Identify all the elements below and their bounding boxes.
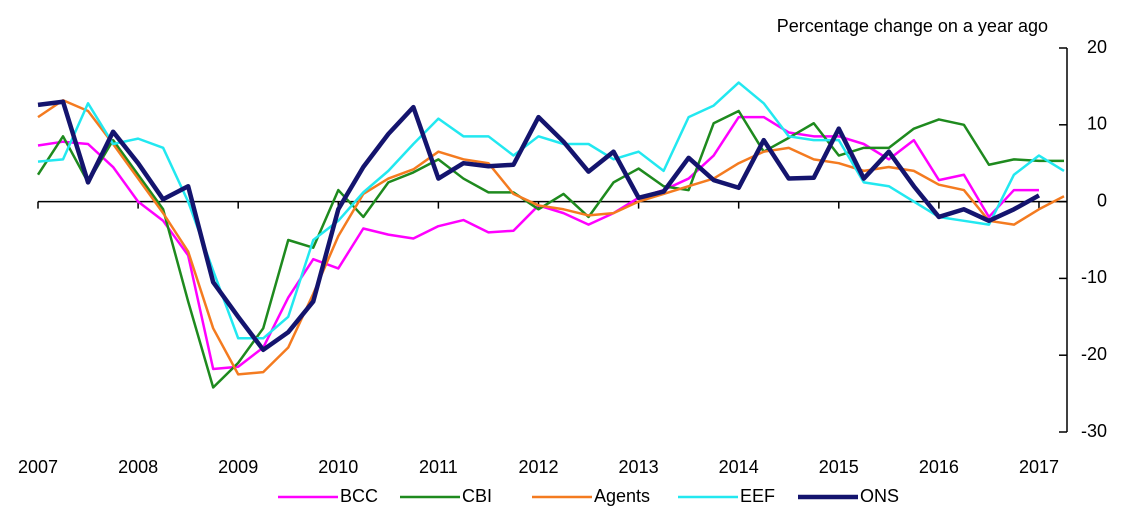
y-axis-label: Percentage change on a year ago [777, 16, 1048, 36]
x-tick-label: 2008 [118, 457, 158, 477]
x-tick-label: 2009 [218, 457, 258, 477]
x-tick-label: 2014 [719, 457, 759, 477]
y-tick-label: -30 [1081, 421, 1107, 441]
line [36, 109, 1064, 389]
line [37, 99, 1041, 353]
x-tick-label: 2007 [18, 457, 58, 477]
x-tick-label: 2013 [619, 457, 659, 477]
legend-label: CBI [462, 486, 492, 506]
line [37, 98, 1065, 376]
legend-label: BCC [340, 486, 378, 506]
y-tick-label: -10 [1081, 267, 1107, 287]
y-tick-label: 10 [1087, 114, 1107, 134]
y-tick-label: 20 [1087, 37, 1107, 57]
x-tick-label: 2017 [1019, 457, 1059, 477]
y-tick-label: -20 [1081, 344, 1107, 364]
x-tick-label: 2016 [919, 457, 959, 477]
legend-label: EEF [740, 486, 775, 506]
y-tick-label: 0 [1097, 190, 1107, 210]
x-tick-label: 2015 [819, 457, 859, 477]
x-tick-label: 2010 [318, 457, 358, 477]
legend-label: Agents [594, 486, 650, 506]
x-tick-label: 2011 [419, 457, 458, 477]
legend-label: ONS [860, 486, 899, 506]
x-tick-label: 2012 [518, 457, 558, 477]
